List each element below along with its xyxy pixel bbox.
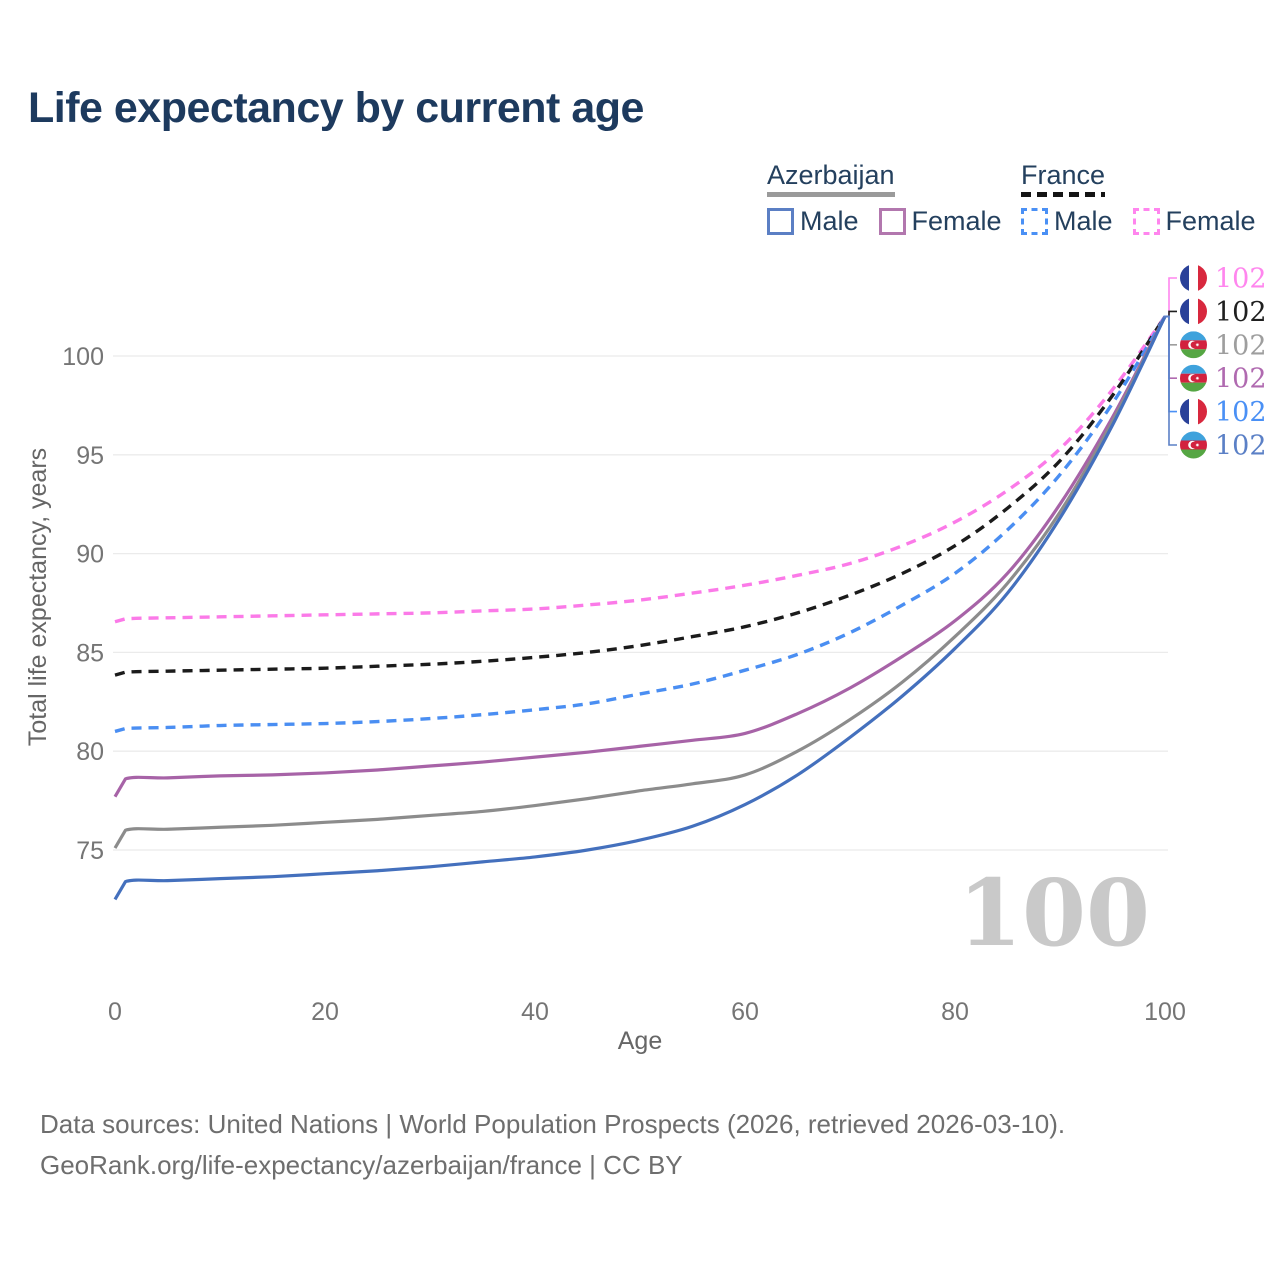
- y-tick-label: 100: [62, 343, 104, 371]
- end-label-connector: [1163, 315, 1177, 413]
- legend-item-label: Female: [1165, 206, 1256, 236]
- legend-swatch-france-male: [1021, 208, 1048, 235]
- footer-line-1: Data sources: United Nations | World Pop…: [40, 1109, 1066, 1139]
- series-line-azerbaijan-female[interactable]: [113, 315, 1167, 798]
- legend-swatch-france-female: [1132, 208, 1160, 235]
- legend-group-azerbaijan: Azerbaijan Male Female: [767, 160, 1002, 237]
- end-value-label: 102: [1215, 330, 1267, 361]
- legend-item-france-male[interactable]: Male: [1021, 206, 1113, 237]
- france-flag-icon: [1180, 297, 1207, 325]
- legend-item-azerbaijan-male[interactable]: Male: [767, 206, 859, 237]
- legend-item-label: Female: [911, 206, 1002, 236]
- series-line-france-both[interactable]: [114, 315, 1167, 677]
- series-line-france-female[interactable]: [114, 315, 1167, 624]
- end-label-connector: [1163, 315, 1177, 379]
- y-tick-label: 95: [76, 442, 104, 470]
- azerbaijan-flag-icon: [1180, 331, 1207, 359]
- legend-country-france[interactable]: France: [1021, 160, 1106, 197]
- x-tick-label: 80: [941, 998, 969, 1026]
- legend-country-azerbaijan[interactable]: Azerbaijan: [767, 160, 895, 197]
- end-value-label: 102: [1215, 264, 1267, 295]
- footer-line-2: GeoRank.org/life-expectancy/azerbaijan/f…: [40, 1150, 683, 1180]
- end-label-connector: [1163, 315, 1177, 446]
- legend-underline-solid: [767, 192, 895, 197]
- series-line-azerbaijan-both[interactable]: [113, 315, 1167, 849]
- end-value-label: 102: [1215, 431, 1267, 462]
- legend-underline-dashed: [1021, 192, 1106, 197]
- x-tick-label: 100: [1144, 998, 1186, 1026]
- x-tick-label: 40: [521, 998, 549, 1026]
- legend-item-label: Male: [1054, 206, 1113, 236]
- y-tick-label: 80: [76, 738, 104, 766]
- frame-counter: 100: [958, 859, 1150, 967]
- end-value-label: 102: [1215, 397, 1267, 428]
- legend-item-label: Male: [800, 206, 859, 236]
- end-value-label: 102: [1215, 364, 1267, 395]
- y-tick-label: 75: [76, 837, 104, 865]
- y-tick-label: 85: [76, 639, 104, 667]
- azerbaijan-flag-icon: [1180, 364, 1207, 392]
- france-flag-icon: [1180, 398, 1207, 426]
- end-label-connector: [1163, 315, 1177, 346]
- france-flag-icon: [1180, 264, 1207, 292]
- footer: Data sources: United Nations | World Pop…: [40, 1104, 1065, 1186]
- x-tick-label: 20: [311, 998, 339, 1026]
- legend-swatch-azerbaijan-female: [878, 208, 906, 235]
- y-tick-label: 90: [76, 541, 104, 569]
- legend-item-france-female[interactable]: Female: [1132, 206, 1256, 237]
- legend-country-label: Azerbaijan: [767, 160, 895, 190]
- x-tick-label: 60: [731, 998, 759, 1026]
- legend-country-label: France: [1021, 160, 1106, 190]
- end-value-label: 102: [1215, 297, 1267, 328]
- x-tick-label: 0: [108, 998, 122, 1026]
- legend-group-france: France Male Female: [1021, 160, 1256, 237]
- series-line-azerbaijan-male[interactable]: [113, 315, 1167, 901]
- azerbaijan-flag-icon: [1180, 431, 1207, 459]
- legend-item-azerbaijan-female[interactable]: Female: [878, 206, 1002, 237]
- legend-swatch-azerbaijan-male: [767, 208, 794, 235]
- series-line-france-male[interactable]: [114, 315, 1167, 734]
- x-axis-title: Age: [618, 1027, 662, 1055]
- page-title: Life expectancy by current age: [28, 84, 644, 132]
- y-axis-title: Total life expectancy, years: [24, 448, 52, 746]
